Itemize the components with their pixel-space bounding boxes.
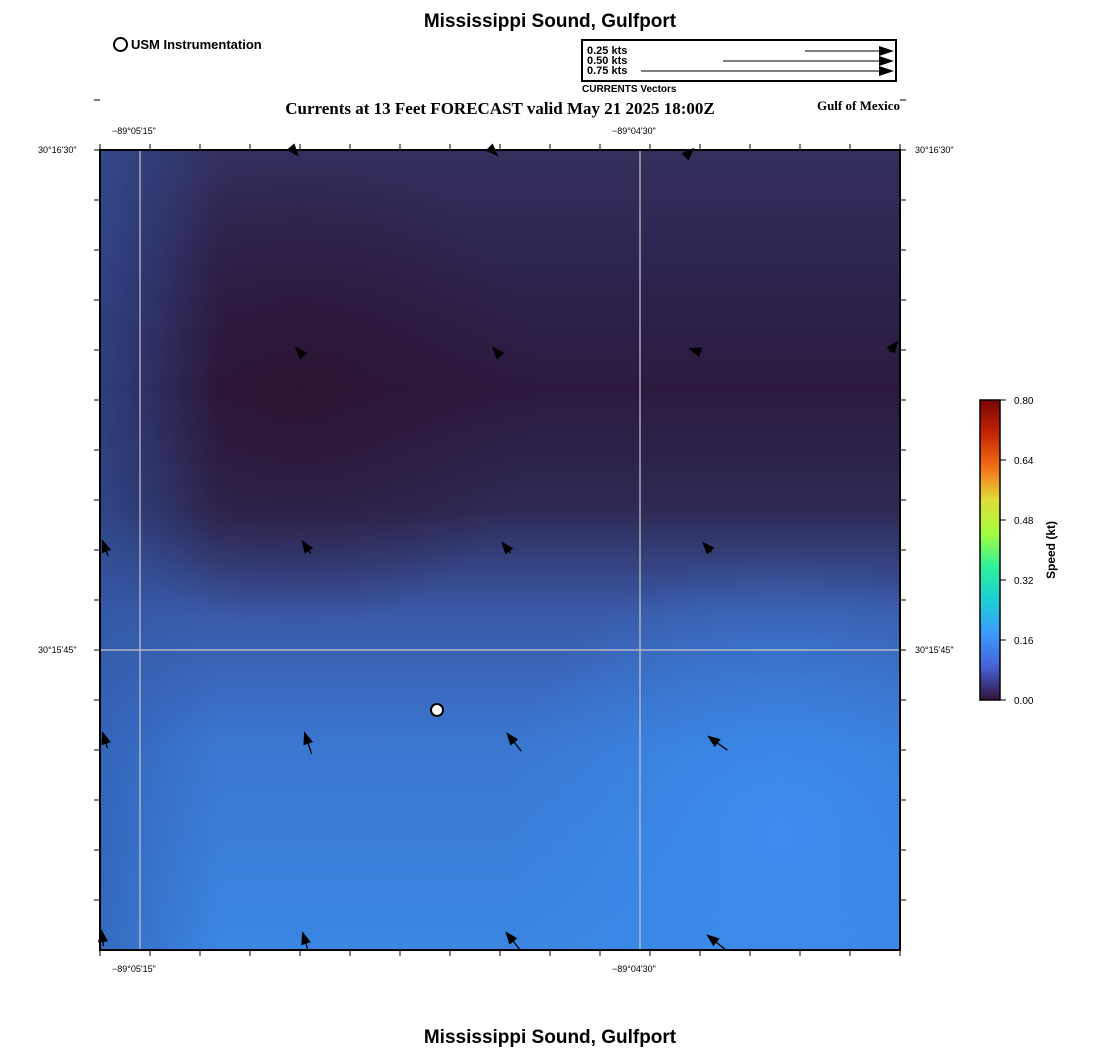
current-vector-arrow bbox=[886, 340, 899, 354]
vector-legend-caption: CURRENTS Vectors bbox=[582, 84, 677, 95]
map-title: Mississippi Sound, Gulfport bbox=[423, 11, 677, 32]
colorbar-tick-label: 0.64 bbox=[1014, 456, 1034, 467]
vector-scale-label-050: 0.50 kts bbox=[587, 55, 628, 67]
current-vector-arrow bbox=[506, 732, 522, 752]
forecast-subtitle: Currents at 13 Feet FORECAST valid May 2… bbox=[285, 99, 715, 118]
current-vector-arrow bbox=[101, 539, 112, 557]
lat-label-right-2: 30°15'45" bbox=[915, 645, 954, 655]
usm-marker-icon bbox=[113, 37, 128, 52]
current-vector-arrow bbox=[702, 541, 715, 555]
lon-label-bottom-2: −89°04'30" bbox=[612, 964, 656, 974]
usm-instrumentation-legend: USM Instrumentation bbox=[113, 37, 262, 52]
current-vector-arrow bbox=[485, 143, 499, 157]
lon-label-top-2: −89°04'30" bbox=[612, 126, 656, 136]
speed-field-edge bbox=[100, 150, 900, 950]
current-vectors bbox=[97, 143, 899, 952]
vector-scale-legend: 0.25 kts 0.50 kts 0.75 kts bbox=[581, 39, 897, 82]
current-vector-arrow bbox=[681, 147, 695, 161]
lon-label-top-1: −89°05'15" bbox=[112, 126, 156, 136]
current-vector-arrow bbox=[501, 541, 514, 555]
colorbar-tick-label: 0.48 bbox=[1014, 516, 1034, 527]
speed-colorbar: 0.80 0.64 0.48 0.32 0.16 0.00 bbox=[979, 396, 1034, 707]
lat-label-left-2: 30°15'45" bbox=[38, 645, 77, 655]
current-vector-arrow bbox=[295, 346, 308, 360]
graticule bbox=[100, 150, 900, 950]
colorbar-tick-label: 0.16 bbox=[1014, 636, 1034, 647]
lat-label-right-1: 30°16'30" bbox=[915, 145, 954, 155]
current-vector-arrow bbox=[301, 540, 314, 554]
footer-title: Mississippi Sound, Gulfport bbox=[423, 1027, 677, 1048]
vector-scale-arrows bbox=[641, 46, 894, 76]
current-vector-arrow bbox=[492, 346, 505, 360]
current-vector-arrow bbox=[707, 735, 728, 751]
lat-label-left-1: 30°16'30" bbox=[38, 145, 77, 155]
current-vector-arrow bbox=[301, 931, 311, 952]
frame-ticks bbox=[94, 99, 906, 956]
colorbar-label: Speed (kt) bbox=[1044, 521, 1058, 579]
colorbar-tick-label: 0.00 bbox=[1014, 696, 1034, 707]
current-vector-arrow bbox=[101, 731, 111, 749]
current-vector-arrow bbox=[97, 929, 108, 947]
vector-scale-label-025: 0.25 kts bbox=[587, 45, 628, 57]
current-vector-arrow bbox=[688, 347, 703, 357]
colorbar-tick-label: 0.32 bbox=[1014, 576, 1034, 587]
current-vector-arrow bbox=[505, 931, 521, 951]
lon-label-bottom-1: −89°05'15" bbox=[112, 964, 156, 974]
usm-station-marker[interactable] bbox=[430, 703, 444, 717]
region-label: Gulf of Mexico bbox=[816, 98, 900, 113]
current-vector-arrow bbox=[706, 934, 726, 950]
vector-scale-label-075: 0.75 kts bbox=[587, 65, 628, 77]
colorbar-tick-label: 0.80 bbox=[1014, 396, 1034, 407]
current-vector-arrow bbox=[286, 143, 299, 157]
current-vector-arrow bbox=[303, 731, 313, 755]
usm-legend-label: USM Instrumentation bbox=[131, 37, 262, 52]
